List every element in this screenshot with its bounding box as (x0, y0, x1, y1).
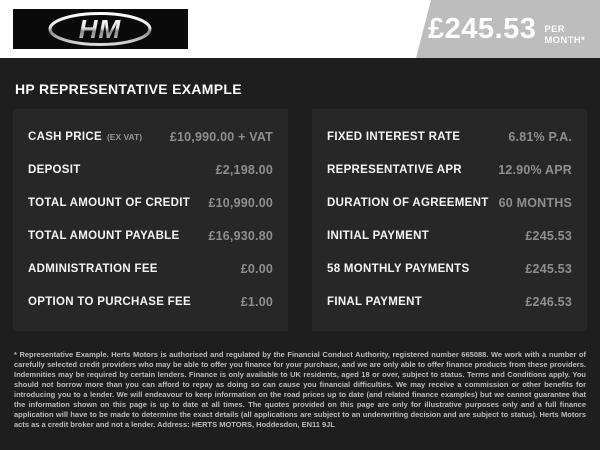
row-label: 58 MONTHLY PAYMENTS (327, 262, 470, 275)
row-value: £245.53 (525, 228, 572, 243)
row-value: £1.00 (240, 294, 273, 309)
finance-row: DEPOSIT £2,198.00 (28, 153, 273, 186)
row-value: 12.90% APR (498, 162, 572, 177)
finance-row: OPTION TO PURCHASE FEE £1.00 (28, 285, 273, 318)
finance-row: 58 MONTHLY PAYMENTS £245.53 (327, 252, 572, 285)
row-label: DURATION OF AGREEMENT (327, 196, 489, 209)
hm-logo-icon: HM (48, 12, 152, 46)
header-bar: HM £245.53 PER MONTH* (0, 0, 600, 58)
finance-row: TOTAL AMOUNT PAYABLE £16,930.80 (28, 219, 273, 252)
finance-example-section: HP REPRESENTATIVE EXAMPLE CASH PRICE (EX… (0, 58, 600, 450)
row-value: £10,990.00 (208, 195, 273, 210)
row-label: CASH PRICE (28, 130, 102, 143)
row-label: DEPOSIT (28, 163, 81, 176)
finance-row-label-group: REPRESENTATIVE APR (327, 164, 462, 176)
finance-panel-right: FIXED INTEREST RATE 6.81% P.A. REPRESENT… (312, 109, 587, 331)
disclaimer-text: * Representative Example. Herts Motors i… (14, 350, 586, 429)
page-title: HP REPRESENTATIVE EXAMPLE (15, 81, 242, 97)
finance-row: CASH PRICE (EX VAT) £10,990.00 + VAT (28, 120, 273, 153)
finance-row: ADMINISTRATION FEE £0.00 (28, 252, 273, 285)
finance-row-label-group: DEPOSIT (28, 164, 81, 176)
finance-panel-left: CASH PRICE (EX VAT) £10,990.00 + VAT DEP… (13, 109, 288, 331)
monthly-price-suffix: PER MONTH* (544, 23, 586, 46)
finance-panels: CASH PRICE (EX VAT) £10,990.00 + VAT DEP… (13, 109, 587, 331)
finance-row: REPRESENTATIVE APR 12.90% APR (327, 153, 572, 186)
row-value: £0.00 (240, 261, 273, 276)
row-label: OPTION TO PURCHASE FEE (28, 295, 191, 308)
finance-row-label-group: ADMINISTRATION FEE (28, 263, 158, 275)
row-label: REPRESENTATIVE APR (327, 163, 462, 176)
finance-row: FINAL PAYMENT £246.53 (327, 285, 572, 318)
finance-row-label-group: INITIAL PAYMENT (327, 230, 429, 242)
row-label: TOTAL AMOUNT OF CREDIT (28, 196, 191, 209)
monthly-price-flag: £245.53 PER MONTH* (416, 0, 600, 58)
logo-text: HM (79, 14, 122, 44)
row-value: £246.53 (525, 294, 572, 309)
row-label: INITIAL PAYMENT (327, 229, 430, 242)
logo-ellipse (48, 12, 152, 46)
row-value: 6.81% P.A. (508, 129, 572, 144)
dealer-logo: HM (13, 9, 188, 49)
row-value: £10,990.00 + VAT (169, 129, 273, 144)
finance-row-label-group: TOTAL AMOUNT PAYABLE (28, 230, 179, 242)
row-label: TOTAL AMOUNT PAYABLE (28, 229, 180, 242)
finance-row-label-group: FINAL PAYMENT (327, 296, 422, 308)
finance-row: DURATION OF AGREEMENT 60 MONTHS (327, 186, 572, 219)
finance-row: FIXED INTEREST RATE 6.81% P.A. (327, 120, 572, 153)
monthly-price: £245.53 (428, 12, 537, 45)
row-value: £2,198.00 (215, 162, 273, 177)
finance-row-label-group: 58 MONTHLY PAYMENTS (327, 263, 469, 275)
row-value: £16,930.80 (208, 228, 273, 243)
finance-row-label-group: OPTION TO PURCHASE FEE (28, 296, 191, 308)
row-label: FIXED INTEREST RATE (327, 130, 461, 143)
finance-row: INITIAL PAYMENT £245.53 (327, 219, 572, 252)
row-value: £245.53 (525, 261, 572, 276)
finance-row-label-group: CASH PRICE (EX VAT) (28, 131, 142, 143)
finance-row-label-group: FIXED INTEREST RATE (327, 131, 460, 143)
finance-row-label-group: TOTAL AMOUNT OF CREDIT (28, 197, 190, 209)
finance-row-label-group: DURATION OF AGREEMENT (327, 197, 489, 209)
finance-row: TOTAL AMOUNT OF CREDIT £10,990.00 (28, 186, 273, 219)
row-label: ADMINISTRATION FEE (28, 262, 158, 275)
row-label: FINAL PAYMENT (327, 295, 423, 308)
row-value: 60 MONTHS (498, 195, 572, 210)
row-note: (EX VAT) (106, 131, 143, 142)
